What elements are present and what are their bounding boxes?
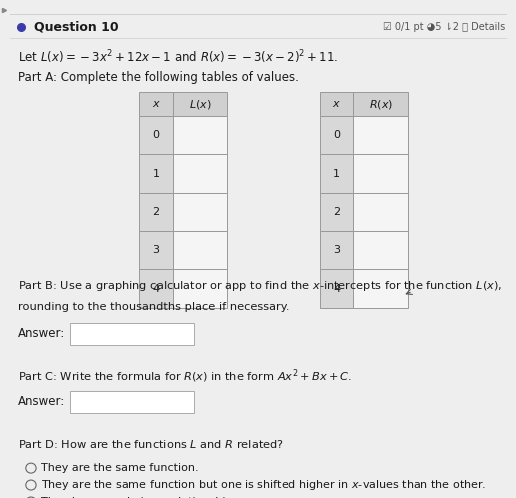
Bar	[320, 231, 353, 269]
Bar	[139, 116, 173, 154]
Bar	[173, 154, 227, 193]
Text: 1: 1	[333, 168, 340, 179]
Bar	[320, 193, 353, 231]
Text: Part A: Complete the following tables of values.: Part A: Complete the following tables of…	[18, 71, 299, 84]
Bar	[320, 269, 353, 308]
Bar	[353, 269, 408, 308]
Text: $x$: $x$	[152, 99, 160, 109]
Bar	[320, 154, 353, 193]
Bar	[139, 231, 173, 269]
Text: rounding to the thousandths place if necessary.: rounding to the thousandths place if nec…	[18, 302, 289, 312]
Text: 2: 2	[153, 207, 159, 217]
Text: Question 10: Question 10	[34, 21, 118, 34]
Bar	[139, 269, 173, 308]
Text: 3: 3	[153, 245, 159, 255]
Bar	[139, 193, 173, 231]
Text: 0: 0	[333, 130, 340, 140]
Text: 4: 4	[153, 283, 159, 294]
Text: 1: 1	[153, 168, 159, 179]
Text: ☑ 0/1 pt ◕5 ⇂2 ⓘ Details: ☑ 0/1 pt ◕5 ⇂2 ⓘ Details	[383, 22, 506, 32]
Bar	[173, 116, 227, 154]
Text: Answer:: Answer:	[18, 395, 66, 408]
Text: 3: 3	[333, 245, 340, 255]
Bar	[70, 323, 194, 345]
Text: Part B: Use a graphing calculator or app to find the $x$-intercepts for the func: Part B: Use a graphing calculator or app…	[18, 279, 502, 293]
Bar	[353, 193, 408, 231]
Bar	[139, 154, 173, 193]
Bar	[353, 92, 408, 116]
Bar	[320, 92, 353, 116]
Bar	[173, 193, 227, 231]
Text: Let $L(x)=-3x^2+12x-1$ and $R(x)=-3(x-2)^2+11.$: Let $L(x)=-3x^2+12x-1$ and $R(x)=-3(x-2)…	[18, 48, 338, 66]
Bar	[173, 231, 227, 269]
Text: Part C: Write the formula for $R(x)$ in the form $Ax^2+Bx+C$.: Part C: Write the formula for $R(x)$ in …	[18, 367, 352, 385]
Bar	[353, 154, 408, 193]
Bar	[353, 231, 408, 269]
Text: They have no obvious relationship.: They have no obvious relationship.	[41, 497, 236, 498]
Bar	[139, 92, 173, 116]
Text: $x$: $x$	[332, 99, 341, 109]
Bar	[173, 269, 227, 308]
Text: 0: 0	[153, 130, 159, 140]
Text: 2: 2	[333, 207, 340, 217]
Bar	[173, 92, 227, 116]
Text: 4: 4	[333, 283, 340, 294]
Text: $R(x)$: $R(x)$	[368, 98, 393, 111]
Text: Answer:: Answer:	[18, 327, 66, 340]
Text: They are the same function.: They are the same function.	[41, 463, 199, 473]
Text: $L(x)$: $L(x)$	[189, 98, 211, 111]
Bar	[70, 391, 194, 413]
Text: Part D: How are the functions $L$ and $R$ related?: Part D: How are the functions $L$ and $R…	[18, 438, 284, 450]
Bar	[320, 116, 353, 154]
Text: They are the same function but one is shifted higher in $x$-values than the othe: They are the same function but one is sh…	[41, 478, 487, 492]
Bar	[353, 116, 408, 154]
